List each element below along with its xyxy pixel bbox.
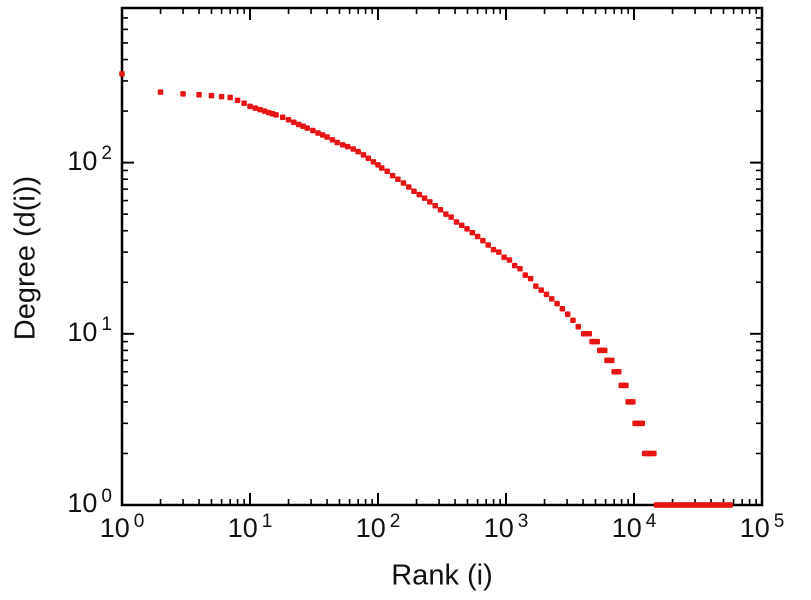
data-points-series <box>119 71 733 508</box>
y-axis-title: Degree (d(i)) <box>9 175 42 341</box>
x-tick-label-1e0: 10 0 <box>99 510 145 543</box>
y-tick-label-1e1: 10 1 <box>67 314 112 347</box>
x-tick-label-1e3: 10 3 <box>483 510 529 543</box>
y-tick-label-1e0: 10 0 <box>67 485 112 518</box>
x-tick-label-1e2: 10 2 <box>355 510 401 543</box>
x-axis-title: Rank (i) <box>391 559 493 592</box>
y-tick-label-1e2: 10 2 <box>67 143 112 176</box>
x-tick-label-1e1: 10 1 <box>227 510 273 543</box>
plot-frame <box>120 6 764 507</box>
x-tick-label-1e4: 10 4 <box>611 510 657 543</box>
axis-ticks <box>121 8 763 506</box>
x-tick-label-1e5: 10 5 <box>739 510 785 543</box>
